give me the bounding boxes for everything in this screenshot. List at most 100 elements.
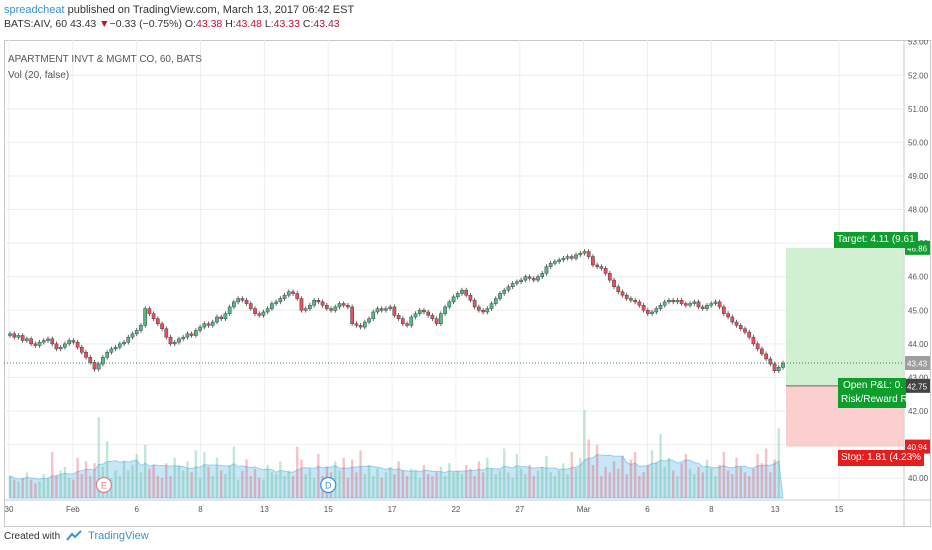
volume-bar (177, 465, 181, 498)
candle-body (776, 367, 781, 371)
volume-bar (114, 470, 117, 498)
volume-bar (38, 481, 41, 498)
volume-bar (638, 476, 641, 498)
candle-body (481, 310, 485, 313)
author-link[interactable]: spreadcheat (4, 4, 65, 16)
candle-body (629, 298, 633, 301)
y-tick-label: 45.00 (908, 306, 929, 315)
candle-body (122, 341, 126, 345)
volume-bar (443, 476, 447, 498)
volume-bar (97, 417, 100, 498)
volume-bar (426, 474, 430, 498)
volume-bar (490, 468, 493, 498)
volume-bar (418, 477, 421, 498)
candle-body (117, 343, 122, 348)
last-price-badge-bg (905, 356, 930, 371)
volume-bar (317, 454, 320, 498)
price-change: −0.33 (−0.75%) (109, 18, 182, 30)
volume-bar (300, 459, 303, 498)
candle-body (109, 348, 114, 353)
candle-body (781, 362, 785, 368)
candle-body (523, 276, 528, 281)
volume-bar (296, 446, 299, 498)
risk-reward-label: Risk/Reward Ratio (838, 391, 906, 408)
candle-body (113, 346, 118, 350)
volume-bar (17, 481, 20, 498)
volume-bar (633, 452, 637, 498)
volume-bar (659, 433, 662, 498)
candle-body (71, 340, 76, 343)
tradingview-brand[interactable]: TradingView (88, 530, 149, 542)
candle-body (591, 256, 595, 266)
volume-bar (562, 463, 565, 498)
volume-bar (684, 454, 688, 498)
volume-bar (266, 465, 269, 498)
volume-bar (756, 454, 759, 498)
volume-bar (642, 472, 645, 498)
volume-bar (372, 476, 375, 498)
candle-body (700, 306, 705, 309)
candle-body (155, 318, 160, 324)
candle-body (730, 316, 735, 323)
volume-bar (152, 465, 155, 498)
candle-body (143, 308, 148, 326)
volume-bar (241, 470, 244, 498)
candle-body (210, 321, 215, 326)
ohlc-line: BATS:AIV, 60 43.43 ▼−0.33 (−0.75%) O:43.… (4, 17, 354, 31)
chart-area[interactable]: 40.0041.0042.0043.0044.0045.0046.0047.00… (4, 40, 931, 527)
candle-body (392, 306, 397, 316)
candle-body (493, 298, 498, 304)
candle-body (286, 291, 291, 296)
candle-body (764, 353, 768, 360)
y-tick-label: 46.00 (908, 273, 929, 282)
candle-body (553, 261, 557, 264)
candle-body (612, 279, 616, 288)
volume-bar (752, 468, 755, 498)
candle-body (20, 335, 25, 341)
candle-body (151, 313, 156, 319)
price-chart[interactable]: 40.0041.0042.0043.0044.0045.0046.0047.00… (4, 40, 931, 527)
candle-body (160, 323, 164, 330)
volume-bar (743, 472, 747, 498)
candle-body (12, 333, 17, 338)
x-tick-label: 13 (771, 505, 780, 514)
volume-bar (165, 463, 168, 498)
x-tick-label: 8 (709, 505, 714, 514)
candle-body (747, 331, 752, 338)
volume-bar (42, 474, 45, 498)
volume-bar (557, 470, 561, 498)
candle-body (282, 294, 287, 299)
candle-body (358, 325, 363, 328)
open-value: 43.38 (195, 18, 223, 30)
volume-bar (215, 457, 219, 498)
candle-body (595, 264, 599, 267)
volume-bar (338, 470, 341, 498)
candle-body (270, 303, 274, 309)
candle-body (346, 305, 350, 308)
volume-indicator-label[interactable]: Vol (20, false) (8, 70, 70, 81)
y-tick-label: 50.00 (908, 138, 929, 147)
y-tick-label: 42.00 (908, 407, 929, 416)
publish-line: spreadcheat published on TradingView.com… (4, 3, 354, 17)
volume-bar (51, 452, 54, 498)
x-tick-label: 6 (134, 505, 139, 514)
candle-body (185, 333, 190, 338)
volume-bar (553, 476, 557, 498)
volume-bar (519, 468, 523, 498)
x-tick-label: 15 (324, 505, 333, 514)
target-label: Target: 4.11 (9.61 (834, 231, 918, 248)
candle-body (477, 306, 481, 311)
candle-body (253, 308, 257, 314)
candle-body (603, 268, 608, 274)
candle-body (561, 257, 566, 261)
volume-bar (334, 461, 337, 498)
candle-body (439, 313, 443, 324)
volume-bar (663, 466, 666, 498)
volume-bar (135, 454, 138, 498)
volume-bar (67, 477, 71, 498)
candle-body (308, 305, 312, 309)
candle-body (510, 283, 515, 288)
volume-bar (676, 476, 679, 498)
volume-bar (401, 470, 405, 498)
candle-body (434, 318, 439, 324)
